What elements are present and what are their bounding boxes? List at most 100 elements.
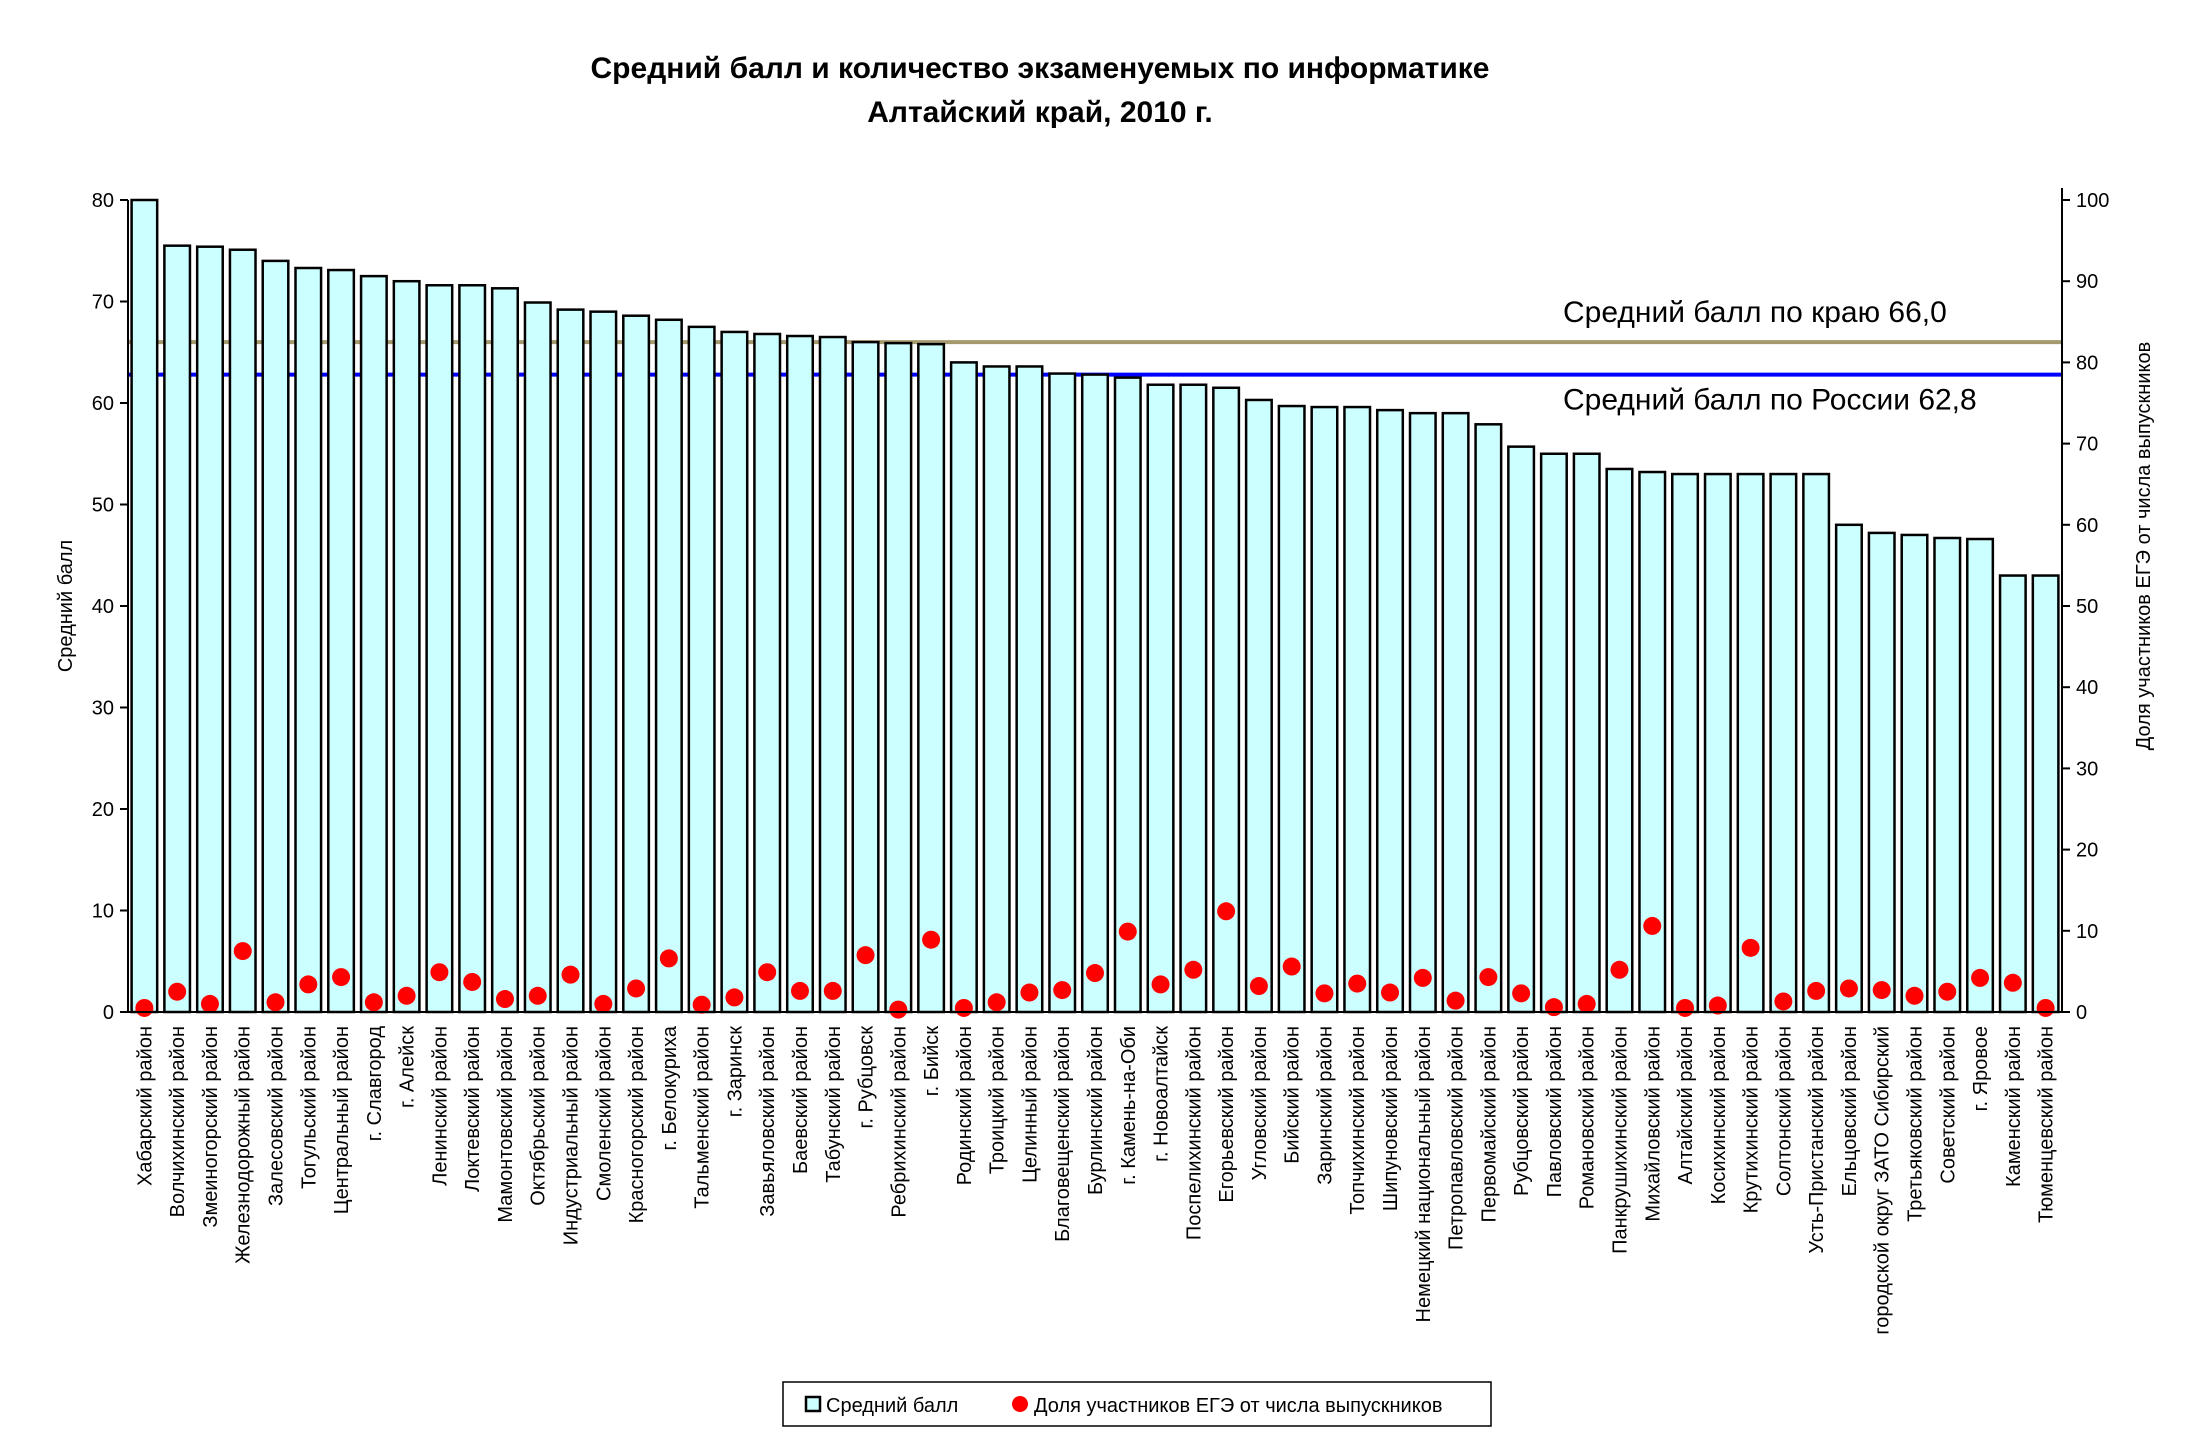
reference-label-1: Средний балл по краю 66,0: [1563, 296, 1947, 329]
x-tick-label: Крутихинский район: [1741, 1026, 1763, 1213]
dot: [266, 993, 285, 1012]
x-tick-label: Троицкий район: [987, 1026, 1009, 1174]
x-tick-label: Благовещенский район: [1052, 1026, 1074, 1242]
bar: [1375, 408, 1405, 1014]
y2-tick-label: 100: [2076, 190, 2109, 212]
dot: [2003, 973, 2022, 992]
x-tick-label: Топчихинский район: [1347, 1026, 1369, 1215]
x-tick-label: Баевский район: [790, 1026, 812, 1174]
x-tick-label: Советский район: [1937, 1026, 1959, 1184]
x-tick-label: Смоленский район: [593, 1026, 615, 1201]
y2-tick-label: 0: [2076, 1002, 2087, 1024]
bar: [359, 274, 388, 1014]
bar: [917, 342, 946, 1014]
x-tick-label: Хабарский район: [134, 1026, 156, 1186]
bar: [1670, 472, 1700, 1014]
dot: [1971, 968, 1990, 987]
x-tick-label: г. Белокуриха: [659, 1025, 681, 1150]
x-tick-label: Первомайский район: [1478, 1026, 1500, 1222]
dot: [692, 995, 711, 1014]
x-tick-label: Индустриальный район: [561, 1026, 583, 1245]
dot: [627, 979, 646, 998]
bar: [490, 287, 520, 1014]
y2-tick-label: 60: [2076, 515, 2098, 537]
dot: [1217, 902, 1236, 921]
dot: [1577, 994, 1596, 1013]
dot: [922, 930, 941, 949]
y-tick-label: 10: [92, 901, 114, 923]
legend-box: [782, 1381, 1492, 1427]
bar: [1244, 398, 1273, 1014]
legend-dot-swatch: [1012, 1396, 1028, 1412]
x-tick-label: Третьяковский район: [1904, 1026, 1926, 1222]
bar: [982, 365, 1011, 1014]
bar: [1867, 531, 1896, 1014]
bar: [1998, 574, 2027, 1014]
x-tick-label: Красногорский район: [626, 1026, 648, 1223]
dot: [528, 986, 547, 1005]
dot: [1020, 983, 1039, 1002]
dot: [364, 993, 383, 1012]
bar: [654, 318, 683, 1014]
y-tick-label: 80: [92, 190, 114, 212]
bar: [1572, 452, 1601, 1014]
bar: [523, 301, 552, 1014]
y-tick-label: 50: [92, 495, 114, 517]
bar: [392, 279, 421, 1014]
x-tick-label: Угловский район: [1249, 1026, 1271, 1180]
dot: [790, 981, 809, 1000]
x-tick-label: г. Алейск: [397, 1026, 419, 1108]
bar: [1146, 383, 1175, 1014]
dot: [561, 965, 580, 984]
dot: [1676, 998, 1695, 1017]
dot: [954, 998, 973, 1017]
x-tick-label: Локтевский район: [462, 1026, 484, 1192]
dot: [1905, 986, 1924, 1005]
dot: [987, 993, 1006, 1012]
dot: [1118, 922, 1137, 941]
y-tick-label: 70: [92, 292, 114, 314]
x-tick-label: г. Камень-на-Оби: [1118, 1026, 1140, 1185]
x-tick-label: Ельцовский район: [1839, 1026, 1861, 1196]
dot: [889, 1000, 908, 1019]
dot: [1872, 981, 1891, 1000]
x-tick-label: Панкрушихинский район: [1609, 1026, 1631, 1254]
x-tick-label: Железнодорожный район: [233, 1026, 255, 1264]
x-tick-label: Заринский район: [1314, 1026, 1336, 1185]
legend-label-dot: Доля участников ЕГЭ от числа выпускников: [1034, 1395, 1442, 1417]
bar: [687, 325, 716, 1014]
bar: [458, 284, 487, 1014]
x-tick-label: г. Славгород: [364, 1026, 386, 1142]
dot: [233, 942, 252, 961]
dot: [495, 990, 514, 1009]
y2-tick-label: 70: [2076, 434, 2098, 456]
dot: [1544, 998, 1563, 1017]
dot: [430, 963, 449, 982]
y2-tick-label: 10: [2076, 921, 2098, 943]
bar: [1769, 472, 1798, 1014]
y2-tick-label: 20: [2076, 840, 2098, 862]
x-tick-label: Бурлинский район: [1085, 1026, 1107, 1195]
dot: [758, 963, 777, 982]
bar: [294, 266, 323, 1014]
y-tick-label: 30: [92, 698, 114, 720]
x-tick-label: Волчихинский район: [167, 1026, 189, 1217]
bar: [1015, 365, 1044, 1014]
y2-tick-label: 80: [2076, 352, 2098, 374]
bar: [195, 245, 224, 1014]
chart-title-group: Средний балл и количество экзаменуемых п…: [591, 52, 1490, 129]
x-tick-label: Солтонский район: [1773, 1026, 1795, 1196]
dot: [2036, 998, 2055, 1017]
bar: [130, 198, 159, 1014]
x-tick-label: Косихинский район: [1708, 1026, 1730, 1204]
bar: [1113, 376, 1142, 1014]
bar: [785, 334, 815, 1014]
y2-tick-label: 40: [2076, 677, 2098, 699]
dot: [823, 981, 842, 1000]
x-tick-label: г. Рубцовск: [856, 1026, 878, 1129]
y-tick-label: 40: [92, 596, 114, 618]
bar: [163, 244, 192, 1014]
reference-labels: Средний балл по краю 66,0 Средний балл по…: [1563, 296, 1977, 416]
dot: [332, 968, 351, 987]
bar: [2031, 574, 2060, 1014]
